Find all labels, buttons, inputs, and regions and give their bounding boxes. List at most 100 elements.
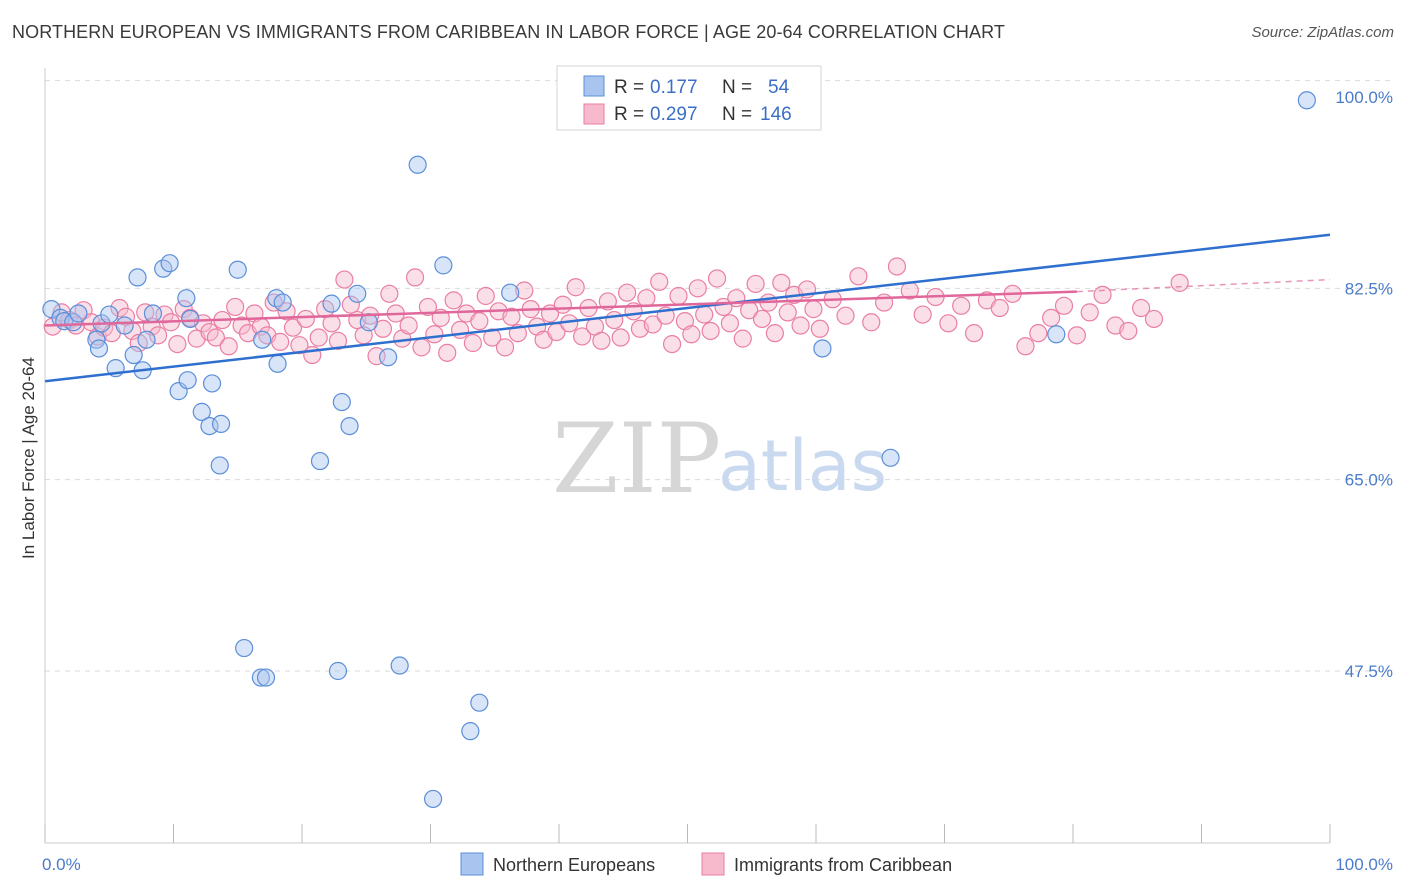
- point-northern-european: [178, 371, 197, 390]
- series-legend: Northern Europeans Immigrants from Carib…: [460, 852, 952, 876]
- series-immigrants-from-caribbean: [43, 257, 1189, 366]
- legend-n-value-blue: 54: [768, 77, 790, 98]
- point-northern-european: [881, 448, 900, 467]
- point-northern-european: [143, 304, 163, 323]
- point-immigrant-caribbean: [682, 325, 701, 344]
- point-immigrant-caribbean: [1067, 326, 1086, 345]
- point-northern-european: [501, 283, 520, 302]
- point-immigrant-caribbean: [707, 269, 727, 288]
- point-immigrant-caribbean: [765, 324, 784, 343]
- point-immigrant-caribbean: [1054, 296, 1074, 315]
- legend-n-label-pink: N =: [722, 104, 752, 125]
- point-northern-european: [211, 414, 231, 434]
- point-immigrant-caribbean: [592, 331, 611, 350]
- legend-swatch-blue: [583, 75, 605, 97]
- point-northern-european: [340, 416, 359, 436]
- point-northern-european: [470, 693, 489, 712]
- point-immigrant-caribbean: [438, 343, 457, 362]
- point-northern-european: [1047, 325, 1066, 344]
- legend-r-value-pink: 0.297: [650, 104, 698, 125]
- point-northern-european: [177, 289, 196, 308]
- stats-legend: R = 0.177 N = 54 R = 0.297 N = 146: [556, 65, 822, 131]
- point-immigrant-caribbean: [515, 281, 534, 300]
- point-immigrant-caribbean: [695, 305, 714, 324]
- trend-lines: [44, 233, 1331, 383]
- point-immigrant-caribbean: [688, 279, 707, 298]
- point-immigrant-caribbean: [335, 270, 354, 289]
- point-immigrant-caribbean: [849, 267, 868, 286]
- point-immigrant-caribbean: [791, 316, 810, 335]
- point-northern-european: [181, 309, 200, 329]
- point-immigrant-caribbean: [341, 295, 360, 314]
- point-immigrant-caribbean: [296, 309, 315, 329]
- point-immigrant-caribbean: [470, 312, 489, 331]
- point-immigrant-caribbean: [566, 278, 585, 297]
- point-northern-european: [390, 656, 409, 675]
- point-northern-european: [160, 254, 179, 273]
- point-immigrant-caribbean: [573, 327, 592, 346]
- point-northern-european: [251, 668, 270, 687]
- point-northern-european: [124, 345, 143, 365]
- point-northern-european: [813, 339, 832, 358]
- point-immigrant-caribbean: [1170, 273, 1189, 292]
- point-immigrant-caribbean: [862, 313, 881, 332]
- trend-line-northern-europeans: [44, 233, 1331, 383]
- point-immigrant-caribbean: [637, 289, 656, 308]
- point-immigrant-caribbean: [1029, 324, 1048, 343]
- point-northern-european: [253, 330, 272, 349]
- point-immigrant-caribbean: [939, 314, 958, 333]
- point-immigrant-caribbean: [219, 337, 238, 356]
- legend-r-value-blue: 0.177: [650, 77, 698, 98]
- trend-line-extension: [1076, 278, 1331, 293]
- legend-label-northern-europeans: Northern Europeans: [493, 855, 655, 875]
- legend-swatch-immigrants-from-caribbean: [701, 852, 725, 876]
- x-tick-label: 100.0%: [1335, 855, 1393, 874]
- x-tick-label: 0.0%: [42, 855, 81, 874]
- point-immigrant-caribbean: [650, 272, 669, 291]
- point-immigrant-caribbean: [495, 338, 515, 357]
- watermark-zip: ZIP: [552, 403, 721, 515]
- point-northern-european: [273, 293, 292, 312]
- point-immigrant-caribbean: [952, 296, 971, 315]
- point-immigrant-caribbean: [418, 297, 438, 317]
- y-axis-title: In Labor Force | Age 20-64: [19, 357, 38, 559]
- point-immigrant-caribbean: [399, 316, 418, 335]
- point-immigrant-caribbean: [701, 321, 720, 341]
- point-immigrant-caribbean: [553, 295, 572, 314]
- point-northern-european: [210, 456, 229, 475]
- point-immigrant-caribbean: [964, 324, 984, 343]
- chart-source: Source: ZipAtlas.com: [1251, 24, 1394, 41]
- point-immigrant-caribbean: [1016, 337, 1035, 356]
- point-immigrant-caribbean: [1132, 298, 1151, 318]
- point-immigrant-caribbean: [720, 314, 740, 333]
- legend-swatch-pink: [583, 103, 605, 125]
- point-immigrant-caribbean: [662, 334, 682, 354]
- point-immigrant-caribbean: [804, 300, 823, 319]
- point-immigrant-caribbean: [405, 268, 425, 287]
- point-immigrant-caribbean: [502, 307, 521, 326]
- point-immigrant-caribbean: [425, 325, 444, 344]
- point-northern-european: [202, 374, 222, 393]
- point-immigrant-caribbean: [990, 298, 1009, 318]
- point-northern-european: [100, 305, 119, 324]
- point-northern-european: [348, 284, 367, 303]
- point-immigrant-caribbean: [206, 328, 226, 347]
- point-northern-european: [1297, 91, 1316, 110]
- legend-swatch-northern-europeans: [460, 852, 484, 876]
- point-immigrant-caribbean: [283, 318, 303, 337]
- point-immigrant-caribbean: [778, 303, 797, 322]
- y-tick-label: 65.0%: [1345, 471, 1393, 490]
- point-northern-european: [461, 722, 480, 741]
- y-tick-label: 47.5%: [1345, 662, 1393, 681]
- point-northern-european: [378, 348, 398, 367]
- point-immigrant-caribbean: [444, 291, 463, 310]
- trend-line-immigrants-from-caribbean: [44, 290, 1077, 327]
- point-immigrant-caribbean: [1119, 321, 1138, 341]
- point-northern-european: [89, 339, 109, 358]
- point-northern-european: [115, 316, 134, 335]
- point-immigrant-caribbean: [271, 332, 290, 352]
- y-tick-label: 100.0%: [1335, 88, 1393, 107]
- point-immigrant-caribbean: [1080, 303, 1099, 322]
- point-immigrant-caribbean: [322, 314, 341, 333]
- point-immigrant-caribbean: [412, 338, 431, 357]
